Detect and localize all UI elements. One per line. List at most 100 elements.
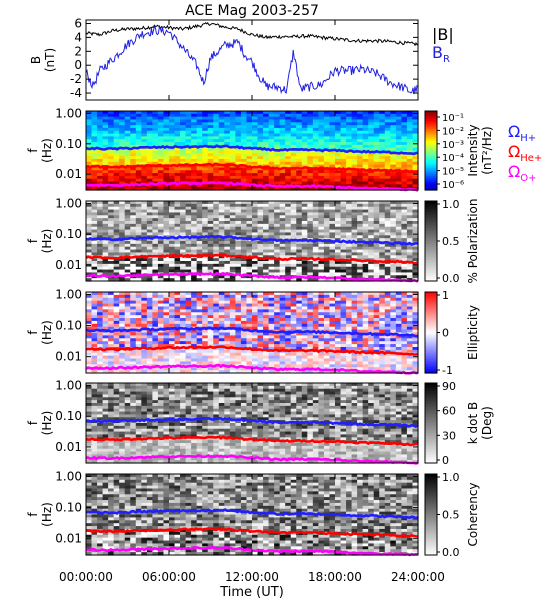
heatmap-cell [141, 297, 148, 302]
heatmap-cell [285, 161, 292, 166]
heatmap-cell [285, 111, 292, 115]
heatmap-cell [91, 156, 98, 160]
heatmap-cell [191, 367, 198, 371]
heatmap-cell [174, 238, 181, 242]
heatmap-cell [379, 111, 386, 115]
heatmap-cell [97, 326, 104, 331]
heatmap-cell [229, 367, 236, 371]
heatmap-cell [285, 370, 292, 374]
heatmap-cell [401, 113, 408, 118]
heatmap-cell [296, 175, 303, 180]
heatmap-cell [296, 144, 303, 149]
heatmap-cell [124, 278, 131, 282]
heatmap-cell [213, 127, 220, 132]
colorbar-cell [425, 203, 437, 206]
heatmap-cell [406, 161, 414, 166]
heatmap-cell [113, 261, 120, 265]
heatmap-cell [252, 263, 259, 268]
heatmap-cell [340, 170, 347, 174]
heatmap-cell [307, 206, 314, 211]
heatmap-cell [185, 315, 192, 319]
heatmap-cell [252, 344, 259, 348]
heatmap-cell [157, 355, 165, 360]
heatmap-cell [240, 300, 248, 305]
heatmap-cell [257, 335, 264, 339]
heatmap-cell [163, 158, 170, 163]
heatmap-cell [290, 258, 297, 262]
heatmap-cell [169, 367, 176, 371]
heatmap-cell [279, 318, 286, 322]
heatmap-cell [86, 312, 93, 316]
heatmap-cell [157, 241, 165, 245]
heatmap-cell [113, 306, 120, 310]
heatmap-cell [395, 175, 402, 180]
heatmap-cell [86, 229, 93, 234]
heatmap-cell [274, 232, 281, 236]
heatmap-cell [102, 252, 109, 256]
heatmap-cell [246, 203, 253, 208]
y-tick-label: 0.01 [55, 258, 82, 272]
heatmap-cell [329, 341, 336, 345]
heatmap-cell [157, 209, 165, 214]
heatmap-cell [285, 175, 292, 180]
heatmap-cell [196, 212, 203, 216]
heatmap-cell [218, 315, 225, 319]
heatmap-cell [357, 329, 364, 334]
heatmap-cell [246, 158, 253, 163]
heatmap-cell [257, 167, 264, 171]
heatmap-cell [97, 292, 104, 296]
heatmap-cell [263, 269, 270, 274]
heatmap-cell [257, 161, 264, 166]
heatmap-cell [268, 175, 275, 180]
heatmap-cell [113, 122, 120, 126]
heatmap-cell [307, 292, 314, 296]
heatmap-cell [279, 161, 286, 166]
heatmap-cell [146, 323, 153, 328]
heatmap-cell [323, 312, 331, 316]
heatmap-cell [390, 161, 397, 166]
heatmap-cell [301, 332, 308, 336]
heatmap-cell [346, 170, 353, 174]
heatmap-cell [213, 246, 220, 251]
heatmap-cell [312, 315, 319, 319]
heatmap-cell [323, 318, 331, 322]
heatmap-cell [263, 261, 270, 265]
heatmap-cell [351, 261, 358, 265]
heatmap-cell [213, 303, 220, 308]
heatmap-cell [163, 223, 170, 228]
heatmap-cell [323, 203, 331, 208]
heatmap-cell [406, 147, 414, 152]
heatmap-cell [240, 315, 248, 319]
heatmap-cell [390, 158, 397, 163]
heatmap-cell [390, 249, 397, 254]
heatmap-cell [274, 133, 281, 137]
heatmap-cell [135, 212, 142, 216]
heatmap-cell [86, 181, 93, 185]
heatmap-cell [346, 136, 353, 140]
heatmap-cell [301, 263, 308, 268]
heatmap-cell [174, 266, 181, 271]
heatmap-cell [318, 272, 325, 276]
heatmap-cell [180, 206, 187, 211]
heatmap-cell [224, 249, 231, 254]
heatmap-cell [157, 153, 165, 157]
heatmap-cell [169, 294, 176, 299]
heatmap-cell [191, 113, 198, 118]
heatmap-cell [312, 300, 319, 305]
heatmap-cell [124, 300, 131, 305]
heatmap-cell [180, 187, 187, 191]
heatmap-cell [274, 215, 281, 219]
heatmap-cell [401, 144, 408, 149]
heatmap-cell [384, 215, 391, 219]
colorbar-tick-label: 0.0 [442, 272, 460, 285]
heatmap-cell [102, 119, 109, 123]
heatmap-cell [240, 266, 248, 271]
heatmap-cell [246, 352, 253, 357]
heatmap-cell [335, 312, 342, 316]
heatmap-cell [124, 235, 131, 239]
heatmap-cell [135, 361, 142, 365]
heatmap-cell [135, 203, 142, 208]
heatmap-cell [368, 344, 375, 348]
heatmap-cell [152, 147, 159, 152]
chart-title: ACE Mag 2003-257 [185, 3, 319, 19]
